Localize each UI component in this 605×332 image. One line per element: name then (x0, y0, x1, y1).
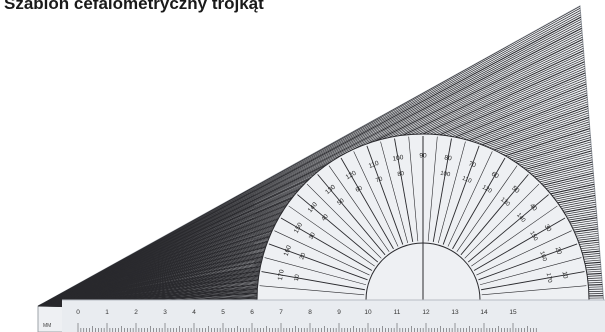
ruler-cm-label: 4 (192, 309, 196, 316)
protractor-line (297, 194, 379, 263)
protractor-line (432, 138, 452, 242)
protractor-inner-label: 40 (321, 213, 330, 222)
ruler-cm-label: 5 (221, 309, 225, 316)
protractor-line (261, 271, 365, 291)
protractor-line (268, 243, 368, 281)
protractor-outer-label: 160 (283, 244, 293, 257)
protractor-line (394, 138, 414, 242)
protractor-outer-label: 20 (554, 246, 563, 256)
protractor-line (366, 145, 404, 245)
protractor-inner-label: 10 (294, 273, 301, 281)
protractor-outer-label: 100 (392, 154, 404, 163)
protractor-inner-label: 30 (308, 231, 317, 240)
protractor-line (464, 183, 540, 259)
ruler-cm-label: 9 (337, 309, 341, 316)
protractor-line (317, 174, 386, 256)
protractor-line (306, 183, 382, 259)
protractor-line (380, 141, 409, 244)
protractor-line (274, 230, 370, 276)
protractor-inner-label: 150 (528, 230, 539, 242)
ruler-cm-label: 7 (279, 309, 283, 316)
ruler-unit-label: MM (43, 323, 51, 329)
ruler-cm-label: 8 (308, 309, 312, 316)
protractor-outer-label: 70 (468, 160, 478, 169)
protractor-inner-label: 20 (299, 252, 307, 261)
ruler-cm-label: 2 (134, 309, 138, 316)
protractor-outer-label: 80 (444, 154, 453, 162)
ruler-cm-label: 1 (105, 309, 109, 316)
ruler-cm-label: 13 (451, 309, 459, 316)
protractor-line (478, 243, 578, 281)
ruler-ticks (77, 323, 537, 332)
protractor-outer-label: 150 (293, 221, 305, 234)
protractor-outer-label: 10 (561, 271, 569, 280)
ruler-cm-label: 14 (480, 309, 488, 316)
protractor-line (340, 157, 394, 250)
protractor-line (427, 136, 438, 242)
ruler-cm-label: 10 (364, 309, 372, 316)
protractor-line (280, 217, 373, 271)
protractor-line (471, 205, 558, 267)
ruler-cm-label: 0 (76, 309, 80, 316)
protractor-line (473, 217, 566, 271)
ruler-cm-label: 6 (250, 309, 254, 316)
protractor-inner-label: 160 (538, 251, 547, 263)
protractor-line (452, 157, 506, 250)
protractor-outer-label: 60 (490, 171, 500, 181)
protractor-inner-label: 170 (545, 272, 553, 284)
protractor-line (259, 285, 365, 296)
protractor-line (481, 271, 585, 291)
protractor-outer-label: 120 (345, 170, 358, 182)
protractor-outer-label: 40 (528, 203, 538, 213)
ruler-cm-label: 11 (394, 309, 401, 316)
protractor-outer-label: 30 (543, 223, 553, 233)
protractor-outer-label: 170 (277, 269, 286, 281)
protractor-outer-label: 90 (419, 153, 427, 160)
caption: Szablon cefalometryczny trójkąt (4, 0, 264, 13)
ruler-strip: MM 0 1 2 3 4 5 6 7 8 9 10 11 12 13 14 15 (43, 299, 605, 332)
protractor-line (460, 174, 529, 256)
protractor-inner-label: 130 (499, 197, 511, 208)
protractor-inner-label: 70 (375, 176, 384, 184)
protractor-inner-label: 120 (481, 185, 493, 196)
protractor-line (288, 205, 375, 267)
protractor-line (481, 285, 587, 296)
protractor-line (408, 136, 419, 242)
protractor-inner-label: 110 (461, 176, 473, 185)
ruler-band (62, 300, 605, 332)
protractor-outer-label: 50 (510, 185, 520, 195)
protractor-inner-label: 100 (440, 171, 452, 179)
protractor-line (476, 230, 572, 276)
protractor-line (328, 165, 390, 252)
protractor-inner-label: 80 (397, 171, 405, 178)
protractor-line (442, 145, 480, 245)
protractor-line (264, 257, 367, 286)
ruler-cm-label: 3 (163, 309, 167, 316)
protractor-line (437, 141, 466, 244)
protractor-inner-label: 50 (337, 198, 346, 207)
protractor-line (447, 151, 493, 247)
protractor-line (353, 151, 399, 247)
protractor-line (467, 194, 549, 263)
ruler-cm-label: 12 (422, 309, 430, 316)
protractor-line (456, 165, 518, 252)
protractor-outer-label: 110 (368, 160, 380, 170)
ruler-cm-label: 15 (509, 309, 517, 316)
protractor-line (479, 257, 582, 286)
ruler-labels: 0 1 2 3 4 5 6 7 8 9 10 11 12 13 14 15 (76, 309, 517, 316)
protractor-inner-label: 140 (515, 212, 526, 224)
protractor-inner-label: 60 (355, 185, 364, 194)
